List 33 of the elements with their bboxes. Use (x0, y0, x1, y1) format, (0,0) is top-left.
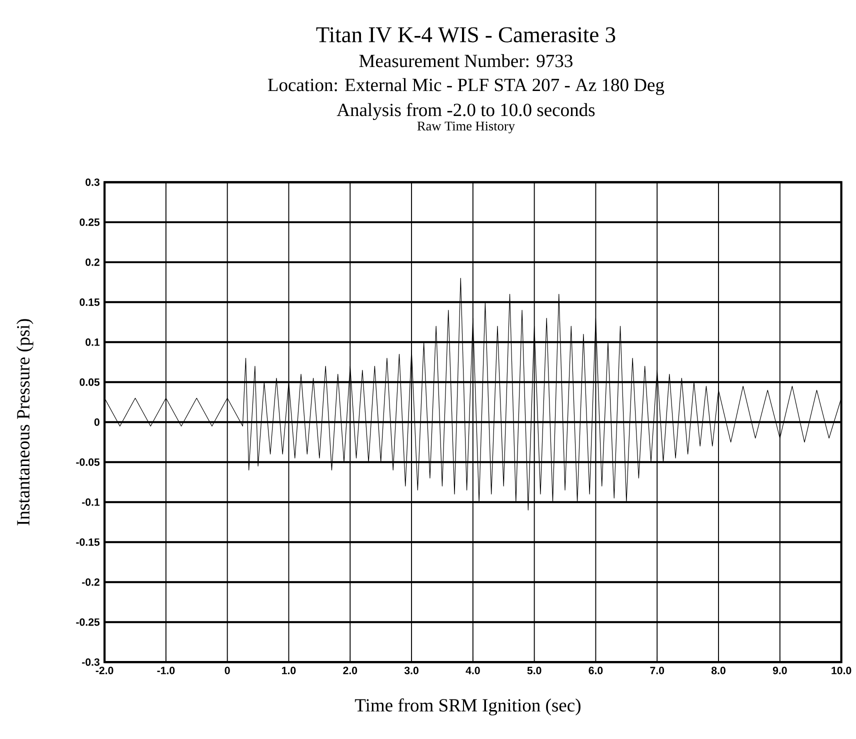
x-tick-label: 7.0 (650, 666, 664, 674)
text: Raw Time History (417, 122, 515, 134)
x-tick-label: -1.0 (157, 666, 175, 674)
x-tick-label: 1.0 (282, 666, 296, 674)
x-axis-title: Time from SRM Ignition (sec) (354, 698, 580, 716)
x-tick-label: 5.0 (527, 666, 542, 674)
x-tick-label: 4.0 (466, 666, 480, 674)
x-tick-label: -2.0 (96, 666, 114, 674)
x-tick-label: 9.0 (772, 666, 787, 674)
y-tick-label: 0.1 (86, 338, 100, 346)
x-tick-label: 0 (224, 666, 230, 674)
y-tick-label: -0.2 (82, 578, 100, 586)
y-tick-label: 0.3 (86, 178, 100, 186)
y-tick-label: 0.15 (80, 298, 100, 306)
y-tick-label: -0.1 (82, 498, 100, 506)
x-tick-label: 8.0 (711, 666, 726, 674)
y-tick-label: -0.05 (76, 458, 100, 466)
y-tick-label: 0 (94, 418, 100, 426)
y-tick-label: -0.25 (76, 618, 100, 626)
x-tick-label: 10.0 (832, 666, 852, 674)
x-tick-label: 3.0 (404, 666, 418, 674)
text: Location: External Mic - PLF STA 207 - Az 180 Deg (268, 78, 664, 96)
y-tick-label: -0.3 (82, 658, 100, 666)
y-axis-title: Instantaneous Pressure (psi) (16, 319, 34, 526)
chart-title: Titan IV K-4 WIS - Camerasite 3 (316, 27, 616, 43)
y-tick-label: -0.15 (76, 538, 100, 546)
chart-subtitle: Measurement Number: 9733 (359, 54, 572, 68)
y-tick-label: 0.2 (86, 258, 100, 266)
y-tick-label: 0.05 (80, 378, 100, 386)
x-tick-label: 2.0 (343, 666, 358, 674)
y-tick-label: 0.25 (80, 218, 100, 226)
text: Analysis from -2.0 to 10.0 seconds (336, 103, 595, 120)
x-tick-label: 6.0 (588, 666, 603, 674)
